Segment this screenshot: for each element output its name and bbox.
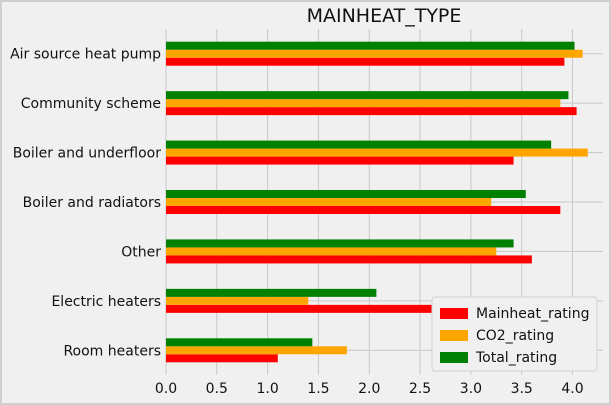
category-label: Boiler and underfloor: [13, 146, 162, 162]
bar-total-rating: [166, 41, 575, 50]
legend-box: [431, 296, 598, 372]
category-label: Air source heat pump: [10, 47, 161, 63]
x-tick-label: 0.5: [206, 381, 228, 397]
x-tick-label: 3.5: [511, 381, 533, 397]
bar-mainheat-rating: [166, 107, 577, 116]
x-tick-label: 3.0: [460, 381, 482, 397]
bar-total-rating: [166, 338, 313, 347]
x-tick-label: 0.0: [155, 381, 177, 397]
bar-co2-rating: [166, 346, 347, 355]
category-label: Room heaters: [63, 343, 161, 359]
legend-label: Mainheat_rating: [476, 306, 589, 322]
bar-co2-rating: [166, 148, 588, 157]
chart-title: MAINHEAT_TYPE: [307, 5, 462, 27]
bar-mainheat-rating: [166, 57, 565, 66]
x-tick-label: 1.0: [256, 381, 278, 397]
bar-mainheat-rating: [166, 156, 514, 165]
x-tick-labels: 0.0 0.5 1.0 1.5 2.0 2.5 3.0 3.5 4.0: [155, 381, 584, 397]
category-label: Boiler and radiators: [23, 195, 161, 211]
x-tick-label: 2.5: [409, 381, 431, 397]
legend-swatch: [440, 352, 468, 363]
bar-total-rating: [166, 140, 552, 149]
x-tick-label: 2.0: [358, 381, 380, 397]
bar-co2-rating: [166, 99, 561, 108]
bar-mainheat-rating: [166, 304, 441, 313]
bar-mainheat-rating: [166, 206, 561, 214]
bar-mainheat-rating: [166, 255, 532, 264]
category-labels: Room heaters Electric heaters Other Boiler …: [10, 47, 161, 360]
bar-total-rating: [166, 91, 569, 100]
legend-swatch: [440, 308, 468, 319]
bar-total-rating: [166, 190, 526, 198]
category-label: Community scheme: [21, 96, 161, 112]
category-label: Electric heaters: [51, 294, 161, 310]
bar-co2-rating: [166, 247, 497, 256]
category-label: Other: [121, 244, 161, 260]
legend: Mainheat_rating CO2_rating Total_rating: [431, 296, 598, 372]
legend-label: CO2_rating: [476, 328, 554, 344]
bar-mainheat-rating: [166, 354, 278, 363]
bar-total-rating: [166, 288, 377, 297]
bars: [166, 41, 588, 363]
bar-total-rating: [166, 239, 514, 248]
x-tick-label: 1.5: [307, 381, 329, 397]
bar-co2-rating: [166, 198, 492, 206]
bar-co2-rating: [166, 49, 583, 58]
legend-label: Total_rating: [475, 350, 557, 366]
x-tick-label: 4.0: [561, 381, 583, 397]
legend-swatch: [440, 330, 468, 341]
bar-co2-rating: [166, 296, 309, 305]
